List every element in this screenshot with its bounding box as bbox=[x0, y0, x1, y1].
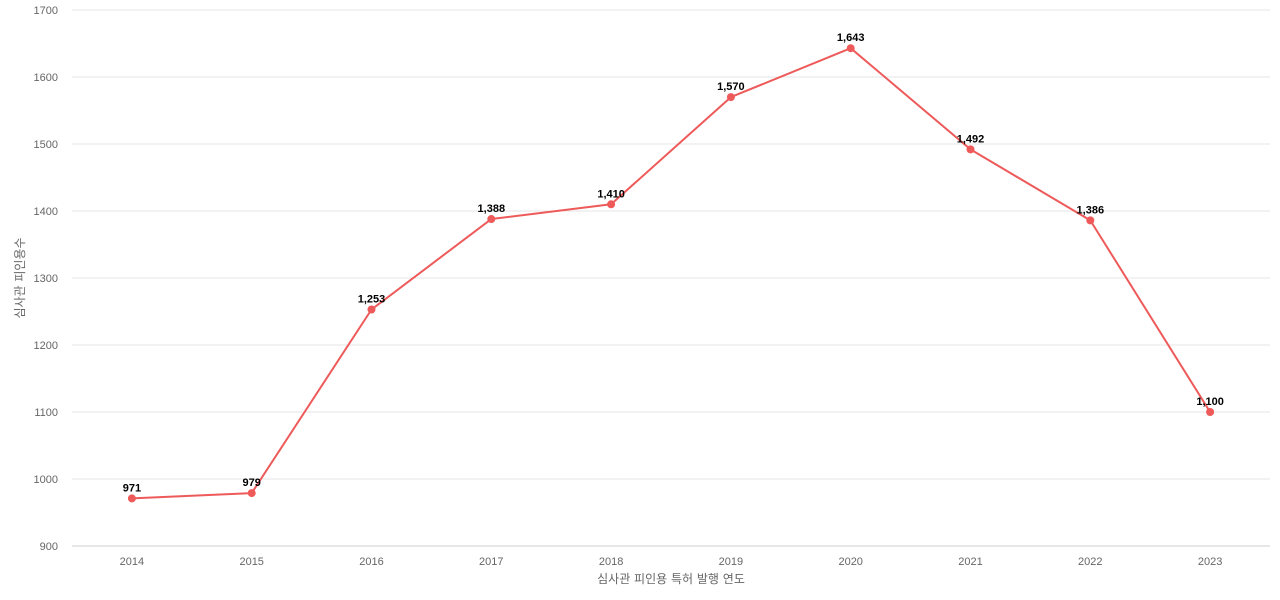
x-tick-label: 2022 bbox=[1078, 556, 1102, 568]
data-point[interactable] bbox=[367, 305, 376, 314]
y-tick-label: 1700 bbox=[34, 5, 58, 17]
data-point[interactable] bbox=[247, 489, 256, 498]
data-label: 1,643 bbox=[837, 32, 865, 44]
data-point[interactable] bbox=[487, 215, 496, 224]
x-axis-title: 심사관 피인용 특허 발행 연도 bbox=[597, 571, 745, 586]
data-label: 1,410 bbox=[597, 188, 625, 200]
x-tick-label: 2014 bbox=[120, 556, 144, 568]
grid-layer bbox=[72, 9, 1270, 547]
data-label: 1,570 bbox=[717, 81, 745, 93]
data-point[interactable] bbox=[1206, 408, 1215, 416]
data-point[interactable] bbox=[846, 44, 855, 53]
y-tick-label: 1200 bbox=[34, 340, 58, 352]
y-tick-label: 1300 bbox=[34, 273, 58, 285]
x-axis-ticks: 2014 2015 2016 2017 2018 2019 2020 2021 2022 2023 bbox=[120, 556, 1223, 568]
x-tick-label: 2023 bbox=[1198, 556, 1222, 568]
data-label: 1,492 bbox=[957, 133, 985, 145]
series-line bbox=[131, 47, 1211, 500]
y-tick-label: 1100 bbox=[34, 407, 58, 419]
data-point[interactable] bbox=[966, 145, 975, 154]
x-tick-label: 2015 bbox=[239, 556, 263, 568]
y-tick-label: 1500 bbox=[34, 139, 58, 151]
y-tick-label: 1000 bbox=[34, 474, 58, 486]
x-tick-label: 2016 bbox=[359, 556, 383, 568]
y-axis-ticks: 900 1000 1100 1200 1300 1400 1500 1600 1700 bbox=[34, 5, 58, 553]
data-point[interactable] bbox=[1086, 216, 1095, 225]
data-point[interactable] bbox=[607, 200, 616, 209]
x-tick-label: 2018 bbox=[599, 556, 623, 568]
data-point[interactable] bbox=[127, 494, 136, 503]
data-labels: 971 979 1,253 1,388 1,410 1,570 1,643 1,492 1,38… bbox=[123, 32, 1224, 494]
data-label: 1,253 bbox=[358, 293, 386, 305]
data-label: 1,386 bbox=[1077, 204, 1105, 216]
y-tick-label: 1600 bbox=[34, 72, 58, 84]
series-layer bbox=[127, 44, 1215, 503]
x-tick-label: 2019 bbox=[719, 556, 743, 568]
data-point[interactable] bbox=[726, 93, 735, 102]
data-label: 979 bbox=[243, 477, 261, 489]
data-label: 1,388 bbox=[478, 203, 506, 215]
data-label: 1,100 bbox=[1196, 396, 1224, 408]
x-tick-label: 2021 bbox=[958, 556, 982, 568]
x-tick-label: 2020 bbox=[838, 556, 862, 568]
y-axis-title: 심사관 피인용수 bbox=[13, 237, 27, 318]
x-tick-label: 2017 bbox=[479, 556, 503, 568]
y-tick-label: 1400 bbox=[34, 206, 58, 218]
y-tick-label: 900 bbox=[40, 541, 58, 553]
data-label: 971 bbox=[123, 482, 141, 494]
